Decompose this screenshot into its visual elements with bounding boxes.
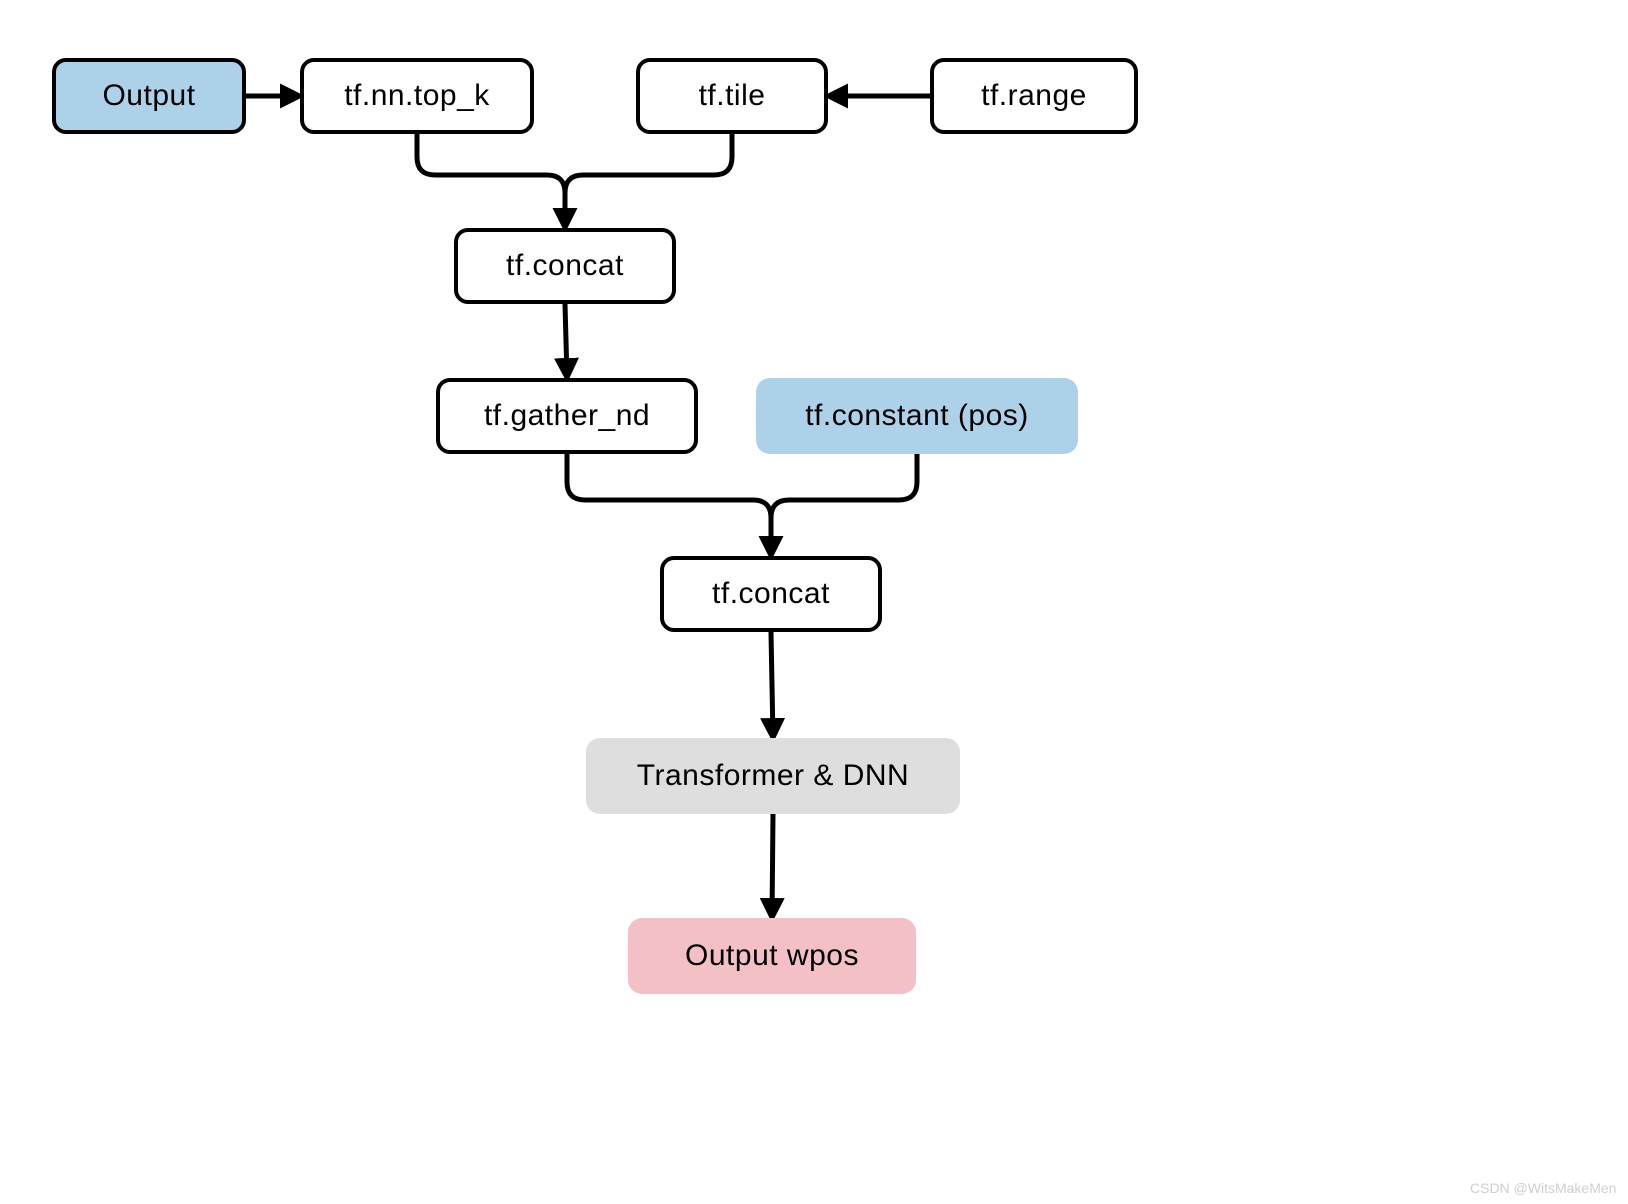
node-tf-constant-pos: tf.constant (pos) [756,378,1078,454]
node-label: Output wpos [685,939,859,973]
node-label: tf.range [981,79,1087,113]
node-tf-nn-top-k: tf.nn.top_k [300,58,534,134]
node-label: tf.concat [712,577,830,611]
node-label: tf.tile [699,79,766,113]
node-tf-gather-nd: tf.gather_nd [436,378,698,454]
node-tf-range: tf.range [930,58,1138,134]
node-tf-tile: tf.tile [636,58,828,134]
node-tf-concat-1: tf.concat [454,228,676,304]
node-label: tf.constant (pos) [805,399,1029,433]
node-tf-concat-2: tf.concat [660,556,882,632]
node-output: Output [52,58,246,134]
diagram-canvas: { "colors": { "node_border": "#000000", … [0,0,1628,1204]
node-label: tf.concat [506,249,624,283]
node-output-wpos: Output wpos [628,918,916,994]
node-transformer-dnn: Transformer & DNN [586,738,960,814]
node-label: Transformer & DNN [637,759,909,793]
node-label: Output [102,79,195,113]
node-label: tf.gather_nd [484,399,650,433]
watermark-text: CSDN @WitsMakeMen [1470,1180,1616,1196]
node-label: tf.nn.top_k [344,79,490,113]
